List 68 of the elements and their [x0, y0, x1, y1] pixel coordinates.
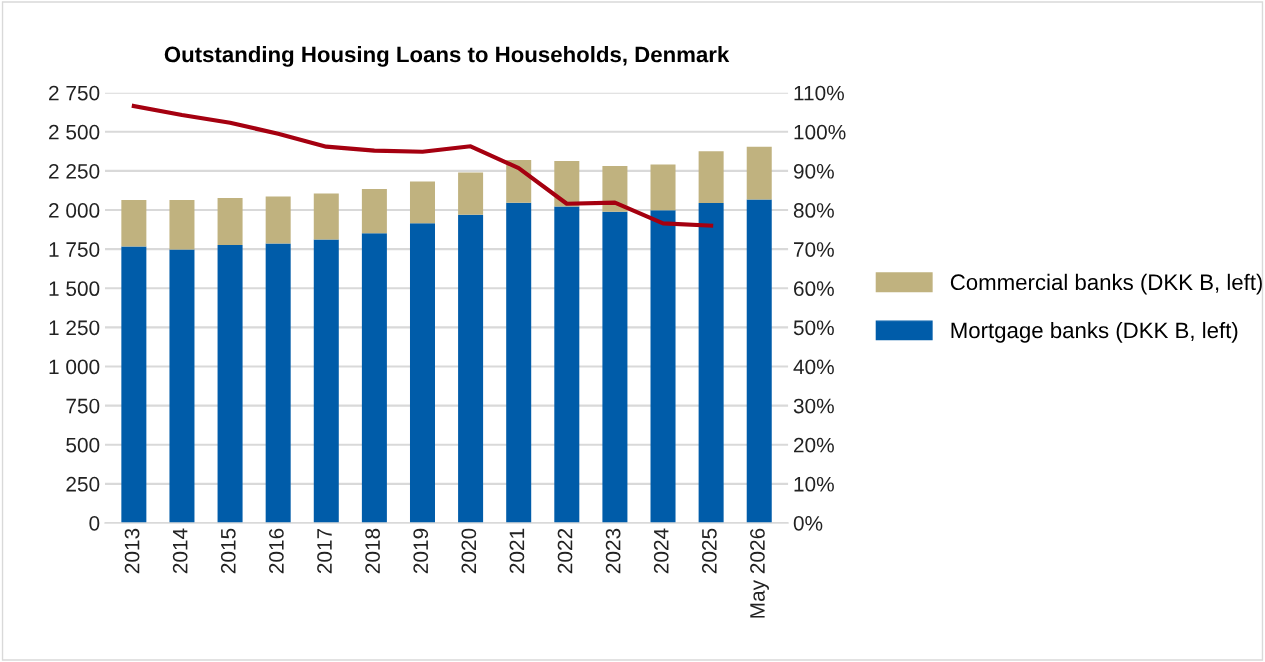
- y-tick-label: 1 750: [49, 242, 100, 257]
- bar: [698, 151, 724, 203]
- y-tick-label: 2 250: [49, 163, 100, 179]
- x-tick-label: 2024: [653, 528, 669, 574]
- bar: [313, 193, 339, 240]
- x-tick-label: 2019: [413, 528, 429, 574]
- bar: [313, 239, 339, 523]
- y-tick-label: 750: [66, 398, 100, 414]
- line-series: [131, 103, 714, 228]
- y2-tick-label: 100%: [794, 124, 846, 140]
- bar: [121, 200, 147, 247]
- y2-tick-label: 0%: [793, 515, 823, 531]
- bar: [217, 245, 243, 523]
- bar: [650, 210, 676, 523]
- bar: [217, 197, 243, 246]
- bar: [121, 246, 147, 523]
- y-tick-label: 1 250: [49, 320, 100, 336]
- y2-tick-label: 10%: [794, 476, 834, 492]
- bar: [361, 233, 387, 523]
- x-tick-label: 2013: [124, 528, 140, 574]
- bar: [265, 243, 291, 523]
- x-tick-label: May 2026: [750, 528, 769, 618]
- bar: [169, 249, 195, 523]
- y-tick-label: 500: [66, 437, 100, 453]
- bar: [409, 223, 435, 523]
- y2-tick-label: 50%: [793, 320, 834, 336]
- bar: [650, 164, 676, 211]
- bar: [602, 211, 628, 523]
- legend-label: Mortgage banks (DKK B, left): [951, 321, 1238, 343]
- y-tick-label: 0: [89, 515, 100, 531]
- y2-tick-label: 20%: [794, 437, 834, 453]
- bar: [169, 200, 195, 250]
- bar: [698, 202, 724, 523]
- y2-tick-label: 70%: [794, 242, 834, 257]
- y2-tick-label: 90%: [793, 163, 834, 179]
- y2-tick-label: 40%: [793, 359, 834, 375]
- bar: [361, 189, 387, 234]
- bar: [458, 214, 484, 523]
- bar: [458, 172, 484, 215]
- x-tick-label: 2014: [172, 528, 188, 574]
- y2-tick-label: 30%: [793, 398, 834, 414]
- y-tick-label: 2 750: [49, 85, 100, 101]
- bar: [554, 206, 580, 523]
- bar: [409, 181, 435, 224]
- bar: [746, 146, 772, 200]
- y2-tick-label: 110%: [794, 85, 844, 101]
- y2-tick-label: 80%: [793, 203, 834, 218]
- bar: [602, 166, 628, 212]
- x-tick-label: 2022: [557, 528, 573, 574]
- y-tick-label: 1 500: [49, 281, 100, 297]
- y2-tick-label: 60%: [794, 281, 834, 297]
- bar: [265, 196, 291, 244]
- legend-label: Commercial banks (DKK B, left): [950, 273, 1263, 295]
- y-tick-label: 2 000: [49, 203, 100, 218]
- x-tick-label: 2025: [701, 528, 717, 574]
- y-tick-label: 1 000: [49, 359, 100, 375]
- x-tick-label: 2017: [317, 528, 332, 574]
- y-tick-label: 250: [66, 476, 100, 492]
- y-tick-label: 2 500: [49, 124, 100, 140]
- x-tick-label: 2023: [605, 528, 621, 574]
- x-tick-label: 2015: [220, 528, 236, 574]
- bar: [746, 199, 772, 523]
- x-tick-label: 2016: [269, 528, 284, 574]
- x-tick-label: 2021: [509, 528, 525, 574]
- x-tick-label: 2020: [461, 528, 477, 574]
- bar: [506, 202, 532, 523]
- chart-title: Outstanding Housing Loans to Households, Denmark: [164, 46, 730, 67]
- x-tick-label: 2018: [365, 528, 380, 574]
